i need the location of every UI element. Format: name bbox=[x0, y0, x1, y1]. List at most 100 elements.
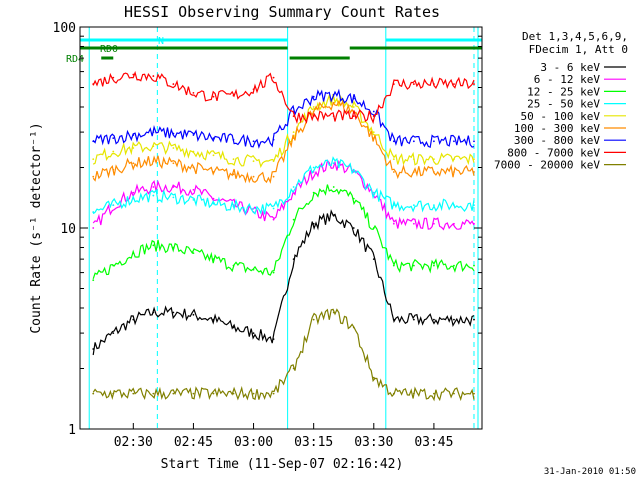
data-point bbox=[192, 166, 195, 169]
data-point bbox=[292, 115, 295, 118]
data-point bbox=[92, 158, 95, 161]
data-point bbox=[92, 175, 95, 178]
data-point bbox=[352, 197, 355, 200]
legend-entry-label: 3 - 6 keV bbox=[540, 61, 600, 74]
data-point bbox=[352, 97, 355, 100]
data-point bbox=[252, 332, 255, 334]
series-line-25-50-keV bbox=[92, 156, 475, 216]
legend-header-line-2: FDecim 1, Att 0 bbox=[529, 43, 628, 56]
data-point bbox=[92, 83, 95, 85]
data-point bbox=[152, 131, 155, 133]
data-point bbox=[412, 222, 415, 225]
flag-label-rd0: RD0 bbox=[100, 44, 118, 55]
data-point bbox=[433, 140, 435, 143]
data-point bbox=[312, 95, 315, 98]
data-point bbox=[292, 367, 295, 370]
data-point bbox=[232, 264, 235, 267]
data-point bbox=[252, 140, 255, 143]
data-point bbox=[232, 138, 235, 141]
x-tick-label: 02:45 bbox=[174, 435, 213, 450]
data-point bbox=[372, 115, 375, 118]
data-point bbox=[372, 137, 375, 140]
data-point bbox=[132, 252, 135, 255]
data-point bbox=[152, 75, 155, 77]
legend-entry-label: 800 - 7000 keV bbox=[507, 146, 600, 159]
data-point bbox=[412, 171, 415, 173]
data-point bbox=[412, 392, 415, 395]
data-point bbox=[172, 162, 175, 165]
data-point bbox=[473, 140, 475, 143]
data-point bbox=[132, 392, 135, 395]
data-point bbox=[412, 158, 415, 161]
data-point bbox=[152, 244, 155, 247]
data-point bbox=[192, 92, 195, 94]
data-point bbox=[473, 264, 475, 267]
data-point bbox=[312, 166, 315, 169]
data-point bbox=[453, 171, 455, 173]
data-point bbox=[272, 175, 275, 178]
data-point bbox=[453, 264, 455, 267]
data-point bbox=[152, 194, 155, 197]
flag-label-n: N bbox=[158, 36, 164, 47]
data-point bbox=[252, 88, 255, 91]
data-point bbox=[252, 160, 255, 163]
data-point bbox=[212, 171, 215, 173]
data-point bbox=[272, 338, 275, 341]
data-point bbox=[172, 83, 175, 85]
data-point bbox=[112, 392, 115, 395]
data-point bbox=[332, 115, 335, 118]
data-point bbox=[172, 196, 175, 199]
y-tick-label: 10 bbox=[60, 222, 76, 237]
data-point bbox=[92, 348, 95, 350]
data-point bbox=[92, 227, 95, 229]
data-point bbox=[412, 318, 415, 321]
series-line-800-7000-keV bbox=[92, 70, 475, 125]
data-point bbox=[292, 137, 295, 140]
x-tick-label: 03:15 bbox=[294, 435, 333, 450]
data-point bbox=[473, 222, 475, 225]
data-point bbox=[272, 138, 275, 141]
data-point bbox=[473, 392, 475, 395]
data-point bbox=[312, 222, 315, 225]
data-point bbox=[433, 318, 435, 321]
data-point bbox=[92, 279, 95, 282]
series-line-12-25-keV bbox=[92, 184, 475, 279]
data-point bbox=[433, 158, 435, 161]
data-point bbox=[352, 326, 355, 329]
data-point bbox=[232, 205, 235, 208]
x-tick-label: 02:30 bbox=[114, 435, 153, 450]
legend: Det 1,3,4,5,6,9, FDecim 1, Att 0 3 - 6 k… bbox=[494, 30, 628, 172]
data-point bbox=[473, 83, 475, 85]
chart-title: HESSI Observing Summary Count Rates bbox=[124, 3, 440, 21]
data-point bbox=[152, 311, 155, 314]
data-point bbox=[372, 227, 375, 229]
data-point bbox=[272, 160, 275, 163]
data-point bbox=[412, 264, 415, 267]
y-axis-label: Count Rate (s⁻¹ detector⁻¹) bbox=[29, 122, 44, 333]
data-point bbox=[292, 186, 295, 188]
data-point bbox=[453, 83, 455, 85]
x-axis-label: Start Time (11-Sep-07 02:16:42) bbox=[161, 457, 404, 472]
legend-entry-label: 7000 - 20000 keV bbox=[494, 159, 600, 172]
data-point bbox=[132, 162, 135, 165]
data-point bbox=[172, 132, 175, 135]
data-point bbox=[192, 198, 195, 201]
data-point bbox=[92, 392, 95, 395]
data-point bbox=[372, 110, 375, 113]
y-tick-label: 100 bbox=[53, 21, 76, 36]
data-point bbox=[212, 154, 215, 157]
data-point bbox=[292, 218, 295, 221]
data-point bbox=[453, 140, 455, 143]
data-point bbox=[192, 188, 195, 191]
data-point bbox=[152, 160, 155, 163]
data-point bbox=[112, 168, 115, 171]
data-point bbox=[192, 134, 195, 136]
axes: 02:30 02:45 03:00 03:15 03:30 03:45 1 10 100 bbox=[53, 21, 482, 450]
data-point bbox=[392, 158, 395, 161]
data-point bbox=[172, 311, 175, 314]
data-point bbox=[232, 392, 235, 395]
data-point bbox=[152, 145, 155, 148]
data-point bbox=[292, 258, 295, 261]
data-point bbox=[132, 147, 135, 149]
x-tick-label: 03:30 bbox=[354, 435, 393, 450]
